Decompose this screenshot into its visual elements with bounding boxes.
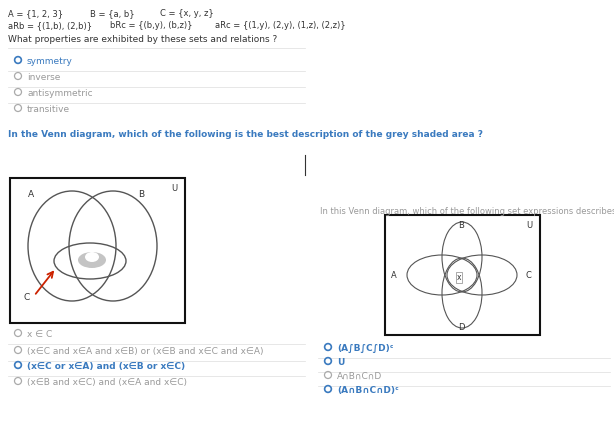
Circle shape	[16, 58, 20, 62]
Ellipse shape	[78, 252, 106, 268]
Bar	[385, 215, 540, 335]
Circle shape	[326, 387, 330, 391]
Circle shape	[326, 345, 330, 349]
Text: (x∈B and x∈C) and (x∈A and x∈C): (x∈B and x∈C) and (x∈A and x∈C)	[27, 378, 187, 387]
Text: A∩B∩C∩D: A∩B∩C∩D	[337, 372, 383, 381]
Text: A: A	[391, 271, 397, 280]
Text: B = {a, b}: B = {a, b}	[90, 9, 134, 18]
Text: inverse: inverse	[27, 73, 60, 82]
Text: (A∩B∩C∩D)ᶜ: (A∩B∩C∩D)ᶜ	[337, 386, 398, 395]
Text: (A∫B∫C∫D)ᶜ: (A∫B∫C∫D)ᶜ	[337, 344, 394, 353]
Circle shape	[325, 358, 332, 364]
Text: (x∈C and x∈A and x∈B) or (x∈B and x∈C and x∈A): (x∈C and x∈A and x∈B) or (x∈B and x∈C an…	[27, 347, 263, 356]
Text: C: C	[526, 271, 532, 280]
Circle shape	[325, 385, 332, 392]
Text: antisymmetric: antisymmetric	[27, 89, 93, 98]
Text: In this Venn diagram, which of the following set expressions describes the locat: In this Venn diagram, which of the follo…	[320, 207, 614, 216]
Text: A: A	[28, 190, 34, 199]
Circle shape	[325, 343, 332, 351]
Circle shape	[16, 363, 20, 367]
Text: transitive: transitive	[27, 105, 70, 114]
Text: bRc = {(b,y), (b,z)}: bRc = {(b,y), (b,z)}	[110, 21, 193, 30]
Circle shape	[15, 57, 21, 63]
Text: C: C	[24, 293, 30, 302]
Text: (x∈C or x∈A) and (x∈B or x∈C): (x∈C or x∈A) and (x∈B or x∈C)	[27, 362, 185, 371]
Text: A = {1, 2, 3}: A = {1, 2, 3}	[8, 9, 63, 18]
Text: D: D	[458, 323, 465, 332]
Text: aRc = {(1,y), (2,y), (1,z), (2,z)}: aRc = {(1,y), (2,y), (1,z), (2,z)}	[215, 21, 346, 30]
Text: U: U	[526, 221, 532, 230]
Ellipse shape	[85, 252, 99, 262]
Text: U: U	[337, 358, 344, 367]
Text: x ∈ C: x ∈ C	[27, 330, 52, 339]
Circle shape	[326, 359, 330, 363]
Text: B: B	[138, 190, 144, 199]
Text: aRb = {(1,b), (2,b)}: aRb = {(1,b), (2,b)}	[8, 21, 92, 30]
Bar	[10, 178, 185, 323]
Text: symmetry: symmetry	[27, 57, 73, 66]
Text: What properties are exhibited by these sets and relations ?: What properties are exhibited by these s…	[8, 35, 278, 44]
Text: x: x	[457, 273, 461, 282]
Circle shape	[15, 362, 21, 368]
Text: C = {x, y, z}: C = {x, y, z}	[160, 9, 214, 18]
Text: In the Venn diagram, which of the following is the best description of the grey : In the Venn diagram, which of the follow…	[8, 130, 483, 139]
Text: B: B	[458, 221, 464, 230]
Text: U: U	[171, 184, 177, 193]
